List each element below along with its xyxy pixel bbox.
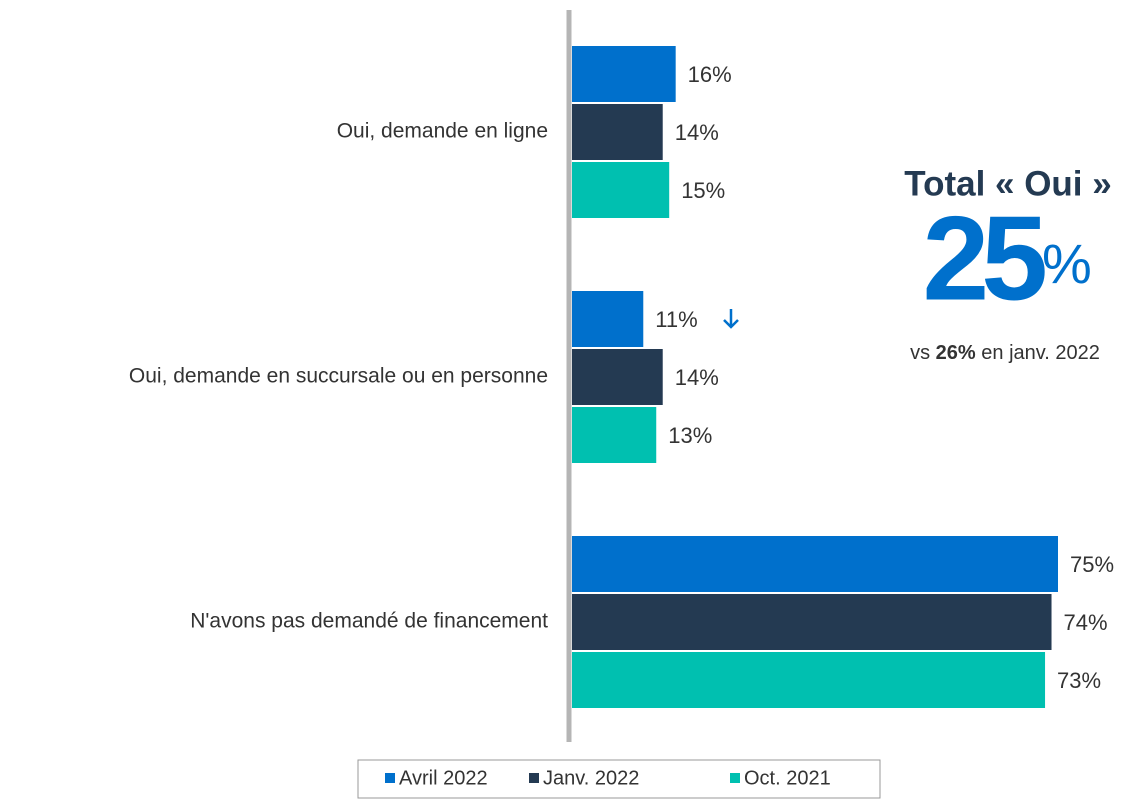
bar	[572, 536, 1058, 592]
data-label: 14%	[675, 120, 719, 145]
data-label: 15%	[681, 178, 725, 203]
legend-box	[357, 759, 881, 799]
data-label: 75%	[1070, 552, 1114, 577]
annotation-note: vs 26% en janv. 2022	[910, 342, 1100, 364]
bar	[572, 104, 663, 160]
bar	[572, 349, 663, 405]
legend-label: Avril 2022	[399, 767, 488, 789]
annotation-value: 25	[923, 192, 1046, 326]
data-label: 14%	[675, 365, 719, 390]
note-value: 26%	[936, 342, 976, 364]
note-text: en janv. 2022	[981, 342, 1100, 364]
data-label: 16%	[688, 62, 732, 87]
legend-swatch	[529, 773, 539, 783]
data-label: 13%	[668, 423, 712, 448]
category-label: Oui, demande en succursale ou en personn…	[129, 365, 548, 388]
note-text: vs	[910, 342, 930, 364]
bar	[572, 162, 670, 218]
annotation-title: Total « Oui »	[904, 164, 1111, 203]
legend-swatch	[730, 773, 740, 783]
bar	[572, 407, 657, 463]
legend-label: Janv. 2022	[543, 767, 639, 789]
bar	[572, 291, 644, 347]
bar	[572, 594, 1052, 650]
bar	[572, 652, 1046, 708]
data-label: 74%	[1064, 610, 1108, 635]
category-label: Oui, demande en ligne	[337, 120, 548, 143]
category-label: N'avons pas demandé de financement	[190, 610, 548, 633]
legend-label: Oct. 2021	[744, 767, 831, 789]
annotation-unit: %	[1042, 232, 1092, 295]
data-label: 73%	[1057, 668, 1101, 693]
bar	[572, 46, 676, 102]
legend-swatch	[385, 773, 395, 783]
decrease-arrow	[723, 309, 739, 329]
data-label: 11%	[655, 307, 697, 332]
